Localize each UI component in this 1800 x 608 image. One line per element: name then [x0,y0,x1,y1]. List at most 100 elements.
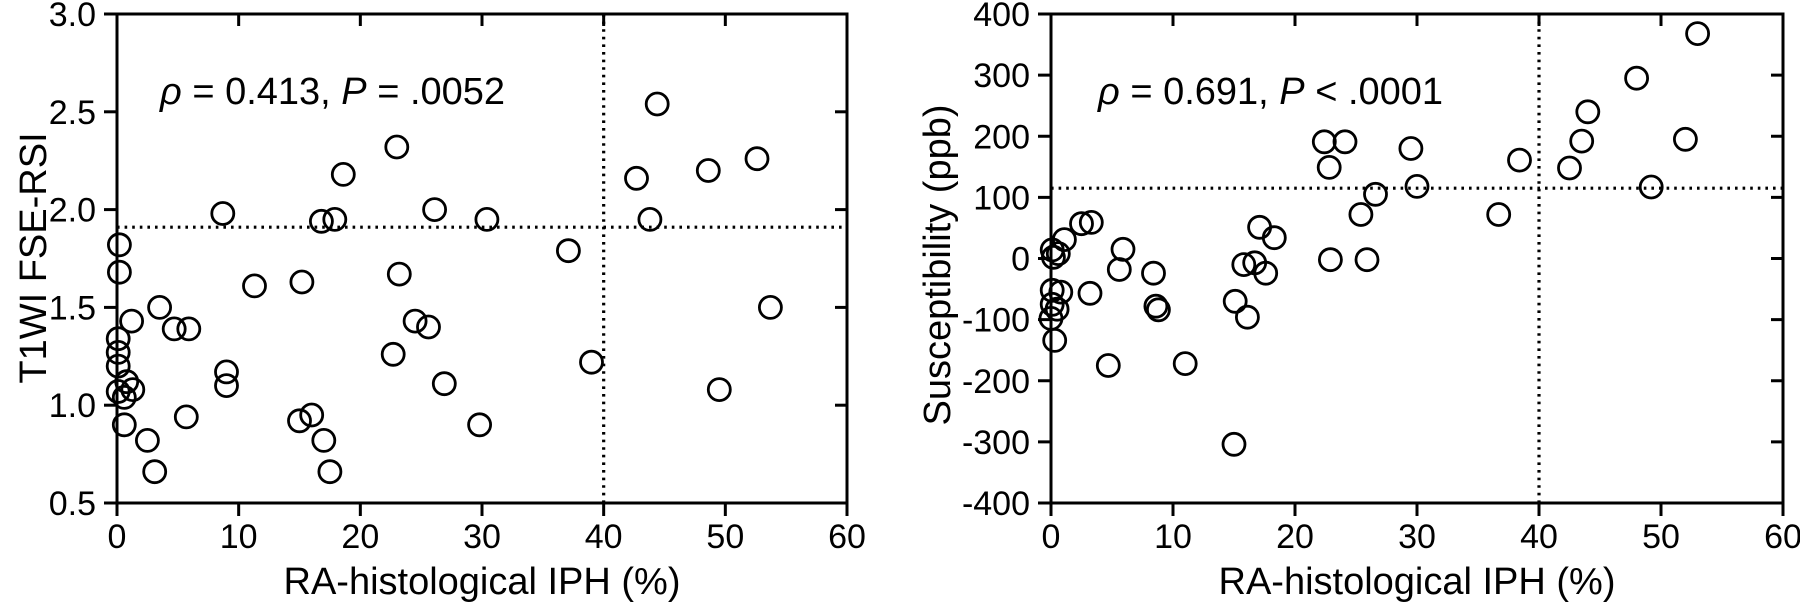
y-tick-label: 0 [1011,241,1030,279]
y-axis-title: Susceptibility (ppb) [917,104,959,425]
data-point [105,326,131,352]
data-point [744,146,770,172]
scatter-plot-susceptibility-vs-iph: 0 10 20 30 40 50 60 -400 -300 -200 -100 0 100 200 300 4… [917,0,1800,603]
data-point [1143,293,1169,319]
data-point [1069,211,1094,237]
y-tick-label: 400 [973,0,1030,34]
x-tick-label: 50 [706,518,744,556]
data-point [402,308,428,334]
data-point [107,232,132,258]
data-point [176,316,202,342]
data-point [308,208,334,234]
y-tick-label: 1.0 [49,387,96,425]
y-tick-label: 2.5 [49,94,96,132]
y-axis-title: T1WI FSE-RSI [13,132,55,383]
data-point [1110,236,1136,262]
y-tick-label: -100 [962,302,1030,340]
annotation-rho-p: ρ = 0.413, P = .0052 [159,71,505,113]
data-point [330,161,356,187]
data-point [384,134,410,160]
x-tick-label: 30 [1398,518,1436,556]
x-tick-label: 60 [1764,518,1800,556]
scatter-plot-t1wi-fse-rsi-vs-iph: 0 10 20 30 40 50 60 0.5 1.0 1.5 2.0 2.5 3.0 ρ = 0.413… [13,0,866,603]
data-point [214,373,239,399]
data-point [1569,128,1595,154]
data-point [380,341,406,367]
data-point [161,316,187,342]
data-point [299,402,325,428]
data-point [111,412,137,438]
data-point [1048,279,1074,305]
data-point [105,339,131,365]
data-point [1318,247,1343,273]
data-point [287,408,312,434]
data-point [147,294,173,320]
data-point [637,206,663,232]
y-tick-label: 1.5 [49,289,96,327]
x-tick-label: 10 [220,518,258,556]
data-point [173,404,199,430]
data-point [1673,126,1698,152]
data-point [1235,304,1260,330]
data-point [624,165,649,191]
data-point [1507,147,1532,173]
y-tick-label: -400 [962,485,1030,523]
data-point [317,459,343,485]
y-tick-label: -200 [962,363,1030,401]
data-point [1354,247,1380,273]
x-tick-label: 40 [1520,518,1558,556]
x-axis-title: RA-histological IPH (%) [1219,561,1616,603]
x-tick-label: 50 [1642,518,1680,556]
data-point [1077,280,1103,306]
data-point [695,158,721,183]
y-tick-label: 2.0 [49,192,96,230]
data-point [1486,202,1512,227]
x-tick-label: 60 [828,518,866,556]
data-point [556,238,581,264]
data-point [1078,209,1104,235]
data-point [1557,155,1582,181]
data-point [120,377,146,403]
data-point [1348,202,1374,227]
y-tick-label: -300 [962,424,1030,462]
data-point [142,459,168,485]
data-point [214,359,239,385]
data-point [1316,154,1342,180]
data-point [1685,21,1710,46]
data-point [1039,291,1065,317]
x-axis-title: RA-histological IPH (%) [284,561,681,603]
annotation-rho-p: ρ = 0.691, P < .0001 [1097,71,1443,113]
data-point [242,273,267,299]
data-point [322,206,348,232]
data-point [1039,277,1065,303]
data-point [1052,227,1077,253]
data-point [1575,99,1601,125]
data-point [119,308,145,334]
data-point [1624,65,1649,91]
x-tick-label: 30 [463,518,501,556]
data-point [1404,173,1430,199]
data-point [1042,327,1068,353]
data-point [1106,257,1132,282]
data-point [579,349,604,375]
data-point [474,206,500,232]
data-point [311,427,337,453]
data-point [1141,260,1166,286]
x-tick-label: 20 [1276,518,1314,556]
x-tick-label: 0 [108,518,127,556]
data-point [1363,181,1388,207]
data-point [1095,353,1121,378]
data-point [431,371,457,397]
data-point [467,412,493,438]
y-tick-label: 200 [973,118,1030,156]
x-tick-label: 0 [1042,518,1061,556]
x-tick-label: 10 [1154,518,1192,556]
data-point [289,269,315,295]
data-point [1041,244,1066,270]
data-point [210,201,236,226]
data-point [1261,225,1287,251]
data-point [1247,214,1272,240]
data-point [111,384,137,410]
